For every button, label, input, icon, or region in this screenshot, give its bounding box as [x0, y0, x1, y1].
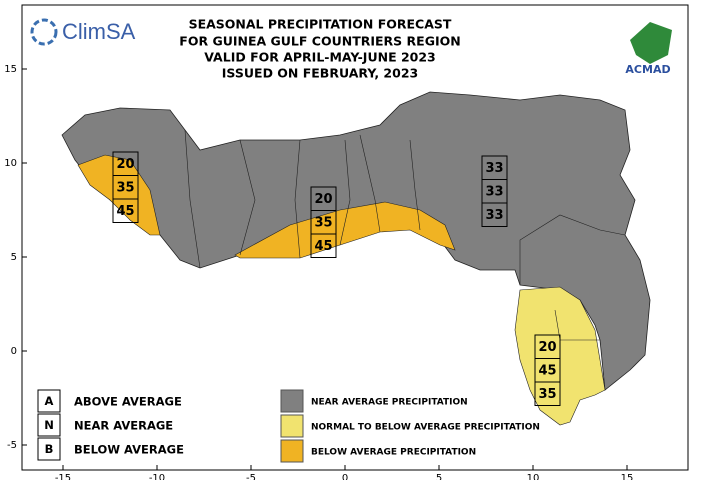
- lon-tick-label: -10: [149, 473, 165, 480]
- climsa-logo: ClimSA: [30, 18, 136, 46]
- category-label: NEAR AVERAGE: [74, 419, 173, 433]
- category-key-box: [37, 437, 61, 461]
- forecast-value: 20: [314, 192, 332, 207]
- forecast-value: 33: [485, 208, 503, 223]
- lon-tick-label: -15: [55, 473, 71, 480]
- forecast-boxes: 20 35 45 20 35 45 33 33 33 20 45 35: [112, 151, 561, 406]
- forecast-value: 20: [116, 157, 134, 172]
- lat-tick-label: 10: [4, 158, 17, 169]
- forecast-value: 35: [538, 387, 556, 402]
- land: [61, 91, 651, 426]
- category-key-box: [37, 413, 61, 437]
- color-swatch: [280, 414, 304, 438]
- below-average-west: [77, 154, 161, 236]
- forecast-value: 45: [314, 239, 332, 254]
- color-label: BELOW AVERAGE PRECIPITATION: [311, 448, 476, 458]
- below-average-central: [234, 201, 456, 259]
- logo-text: ACMAD: [625, 63, 670, 76]
- title-line: ISSUED ON FEBRUARY, 2023: [222, 66, 418, 81]
- lon-tick-label: 10: [527, 473, 540, 480]
- category-key: A: [45, 394, 54, 408]
- lat-tick-label: -5: [7, 440, 17, 451]
- category-key: B: [45, 442, 54, 456]
- color-label: NEAR AVERAGE PRECIPITATION: [311, 398, 468, 408]
- forecast-value: 35: [116, 181, 134, 196]
- color-swatch: [280, 439, 304, 463]
- acmad-logo: ACMAD: [625, 22, 672, 76]
- forecast-box: [112, 198, 139, 223]
- lat-tick-label: 5: [11, 252, 17, 263]
- legend: A ABOVE AVERAGE N NEAR AVERAGE B BELOW AVERAG…: [37, 389, 540, 463]
- forecast-value: 45: [538, 364, 556, 379]
- title-line: SEASONAL PRECIPITATION FORECAST: [189, 17, 452, 32]
- forecast-value: 20: [538, 340, 556, 355]
- forecast-value: 45: [116, 204, 134, 219]
- forecast-value: 33: [485, 185, 503, 200]
- color-swatch: [280, 389, 304, 413]
- category-key-box: [37, 389, 61, 413]
- forecast-box: [310, 233, 337, 258]
- title-line: FOR GUINEA GULF COUNTRIERS REGION: [179, 34, 460, 49]
- forecast-box: [534, 381, 561, 406]
- logo-icon: [30, 18, 58, 46]
- forecast-box: [481, 202, 508, 227]
- lat-tick-label: 15: [4, 64, 17, 75]
- lon-tick-label: 15: [621, 473, 634, 480]
- forecast-value: 33: [485, 161, 503, 176]
- logo-text: ClimSA: [62, 19, 136, 44]
- title-block: SEASONAL PRECIPITATION FORECAST FOR GUIN…: [179, 17, 460, 81]
- category-key: N: [44, 418, 54, 432]
- color-label: NORMAL TO BELOW AVERAGE PRECIPITATION: [311, 423, 540, 433]
- lon-tick-label: 0: [342, 473, 348, 480]
- forecast-value: 35: [314, 216, 332, 231]
- category-label: BELOW AVERAGE: [74, 443, 184, 457]
- title-line: VALID FOR APRIL-MAY-JUNE 2023: [204, 50, 436, 65]
- logo-icon: [630, 22, 672, 64]
- lat-tick-label: 0: [11, 346, 17, 357]
- category-label: ABOVE AVERAGE: [74, 395, 182, 409]
- axis-ticks: 15 10 5 0 -5 -15 -10 -5 0 5 10 15: [4, 64, 633, 480]
- lon-tick-label: 5: [436, 473, 442, 480]
- borders: [184, 129, 626, 341]
- lon-tick-label: -5: [246, 473, 256, 480]
